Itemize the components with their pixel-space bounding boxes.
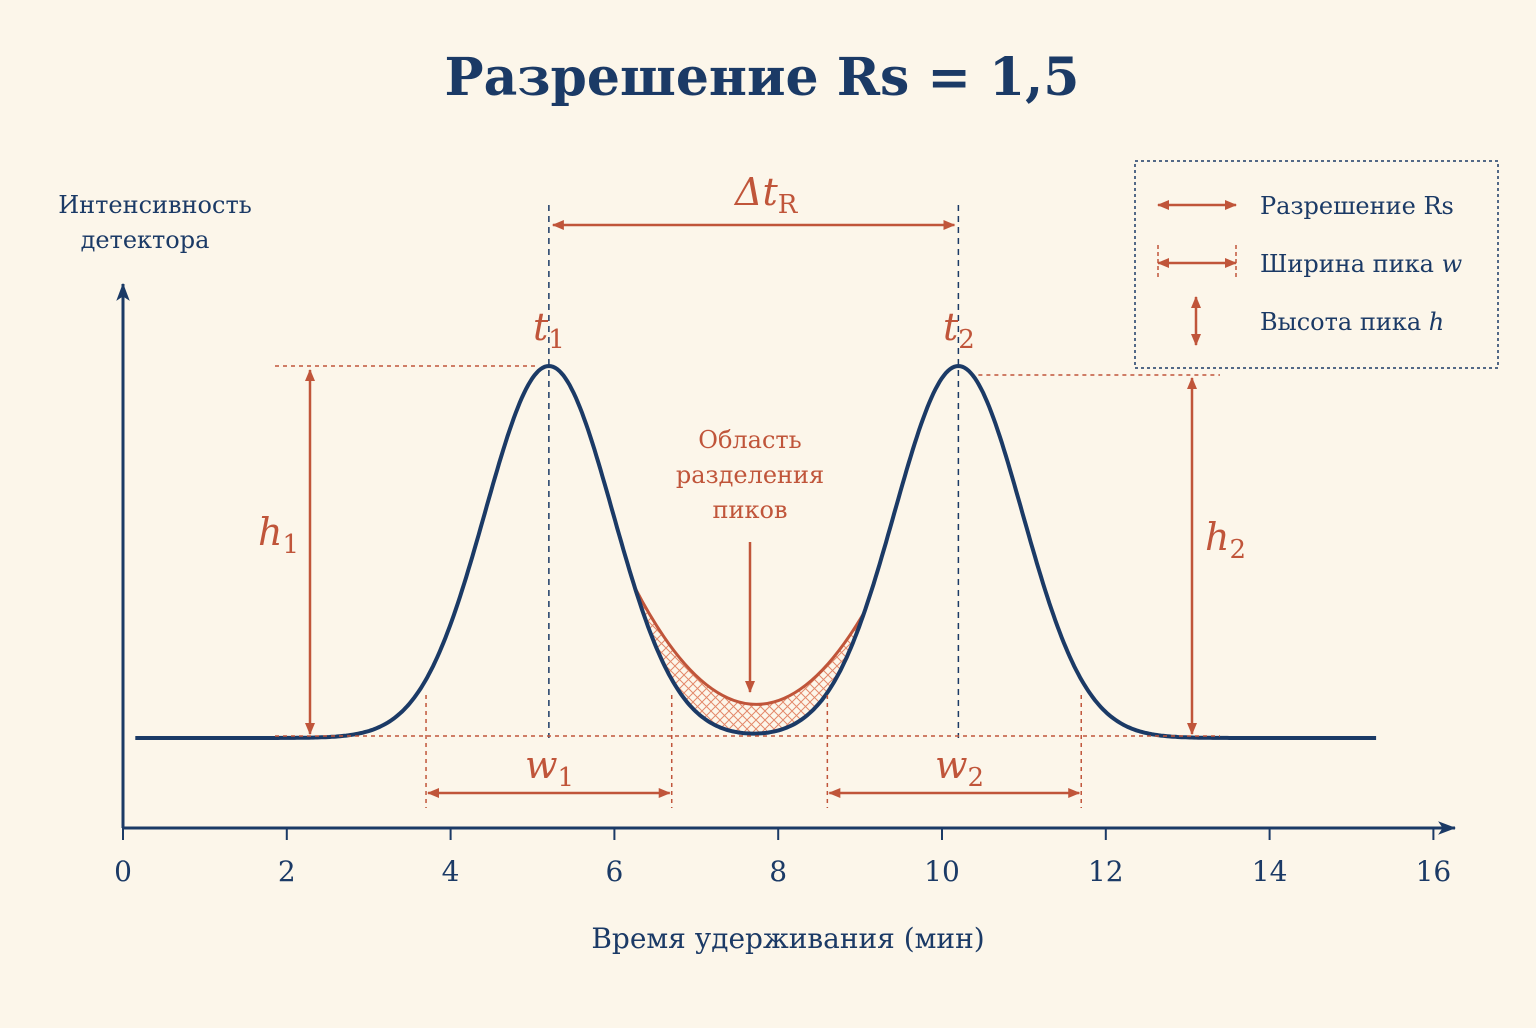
width-arrow-icon xyxy=(1157,245,1237,280)
w2-label: w2 xyxy=(935,743,984,793)
x-tick-label: 6 xyxy=(605,855,623,888)
x-tick-label: 8 xyxy=(769,855,787,888)
legend-box xyxy=(1134,160,1499,369)
h1-label: h1 xyxy=(258,510,299,560)
w1-label: w1 xyxy=(525,743,574,793)
chart-title: Разрешение Rs = 1,5 xyxy=(445,47,1080,108)
x-tick-label: 14 xyxy=(1252,855,1288,888)
legend: Разрешение Rs Ширина пика w Высота пика … xyxy=(1134,160,1499,369)
legend-item-width: Ширина пика w xyxy=(1260,250,1463,278)
overlap-label-line-1: Область xyxy=(698,426,801,454)
overlap-label-line-3: пиков xyxy=(713,496,788,524)
legend-item-resolution: Разрешение Rs xyxy=(1260,192,1454,220)
chromatogram-curve xyxy=(135,363,1377,740)
x-tick-label: 2 xyxy=(278,855,296,888)
x-axis-label: Время удерживания (мин) xyxy=(591,922,984,955)
delta-t-label: ΔtR xyxy=(733,170,799,220)
x-ticks: 0 2 4 6 8 10 12 14 16 xyxy=(114,828,1451,888)
t2-label: t2 xyxy=(943,305,975,355)
overlap-label-line-2: разделения xyxy=(676,461,824,489)
t1-label: t1 xyxy=(533,305,565,355)
h2-label: h2 xyxy=(1205,515,1246,565)
y-axis-label-line-2: детектора xyxy=(81,226,210,254)
x-tick-label: 4 xyxy=(442,855,460,888)
x-tick-label: 12 xyxy=(1088,855,1124,888)
guide-lines xyxy=(275,205,1220,808)
legend-item-height: Высота пика h xyxy=(1260,308,1444,336)
y-axis-label-line-1: Интенсивность xyxy=(58,191,252,219)
x-tick-label: 10 xyxy=(924,855,960,888)
x-tick-label: 0 xyxy=(114,855,132,888)
x-tick-label: 16 xyxy=(1416,855,1452,888)
